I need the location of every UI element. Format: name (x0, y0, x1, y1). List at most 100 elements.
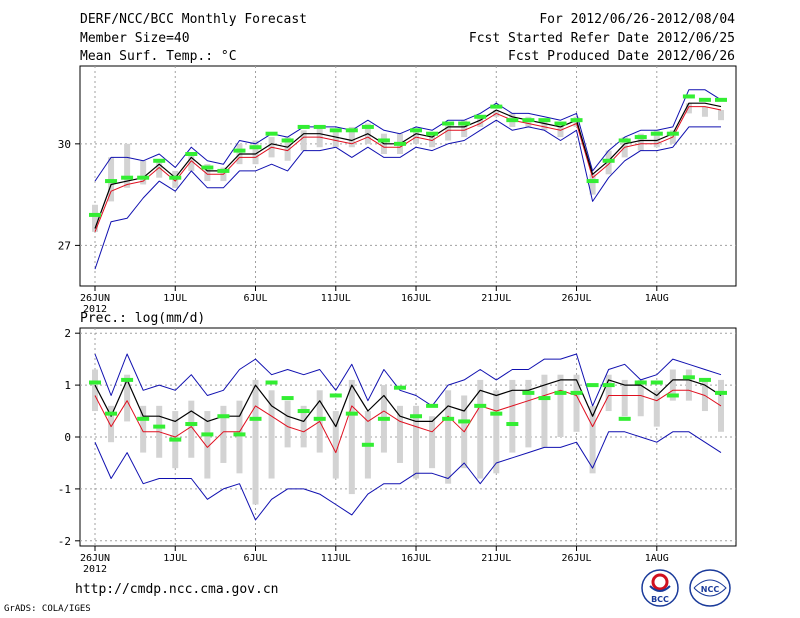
temp-green-marker (442, 121, 455, 126)
temp-green-marker (538, 118, 551, 123)
prec-ytick-label: -1 (58, 483, 71, 496)
temp-xtick-label: 16JUL (401, 293, 431, 304)
temp-ensemble-bar (718, 110, 724, 121)
prec-green-marker (410, 414, 423, 419)
prec-ensemble-bar (653, 390, 660, 427)
prec-year-label: 2012 (83, 564, 107, 575)
prec-ytick-label: -2 (58, 535, 71, 548)
prec-green-marker (377, 416, 390, 421)
prec-ensemble-bar (525, 379, 532, 448)
prec-green-marker (650, 380, 663, 385)
temp-ensemble-bar (589, 174, 596, 195)
temp-green-marker (586, 179, 599, 184)
prec-green-marker (554, 390, 567, 395)
prec-green-marker (201, 432, 214, 437)
prec-ensemble-bar (332, 411, 339, 479)
temp-xtick-label: 6JUL (243, 293, 267, 304)
website-url[interactable]: http://cmdp.ncc.cma.gov.cn (75, 582, 279, 597)
ncc-logo-text: NCC (701, 585, 720, 594)
temp-green-marker (249, 145, 262, 150)
temp-green-marker (618, 138, 631, 143)
temp-green-marker (393, 141, 406, 146)
prec-ensemble-bar (348, 379, 355, 495)
prec-ensemble-bar (429, 416, 436, 469)
temp-green-marker (490, 104, 503, 109)
temp-ensemble-bar (701, 106, 708, 117)
temp-green-marker (137, 175, 150, 180)
temp-ensemble-bar (140, 160, 147, 185)
prec-green-marker (137, 416, 150, 421)
forecast-period: For 2012/06/26-2012/08/04 (539, 12, 735, 27)
temp-ensemble-bar (284, 137, 291, 161)
temp-green-marker (666, 131, 679, 136)
temp-max-line (94, 89, 722, 182)
prec-green-marker (634, 380, 647, 385)
temp-ensemble-bar (300, 130, 307, 151)
prec-green-marker (666, 393, 679, 398)
temp-green-marker (169, 175, 182, 180)
prec-ensemble-bar (108, 405, 115, 443)
prec-ensemble-bar (637, 379, 644, 417)
temp-ytick-label: 30 (58, 138, 71, 151)
prec-green-marker (682, 375, 695, 380)
temp-green-marker (329, 128, 342, 133)
temp-green-marker (265, 131, 278, 136)
temp-ensemble-bar (252, 140, 259, 165)
prec-ytick-label: 2 (64, 327, 71, 340)
temp-green-marker (89, 212, 101, 217)
prec-ensemble-bar (188, 400, 195, 458)
temp-ensemble-bar (332, 130, 339, 148)
prec-ensemble-bar (557, 374, 564, 437)
prec-max-line (94, 353, 722, 407)
prec-min-line (94, 431, 722, 521)
prec-ensemble-bar (204, 411, 211, 479)
prec-xtick-label: 6JUL (243, 553, 267, 564)
bcc-logo-text: BCC (651, 595, 669, 604)
prec-ensemble-bar (140, 405, 147, 453)
prec-green-marker (570, 390, 583, 395)
temp-ensemble-bar (637, 133, 644, 151)
prec-xtick-label: 16JUL (401, 553, 431, 564)
prec-ensemble-bar (477, 379, 484, 479)
prec-xtick-label: 1JUL (163, 553, 187, 564)
prec-green-marker (715, 390, 727, 395)
prec-ensemble-bar (236, 400, 243, 474)
fcst-produced-date: Fcst Produced Date 2012/06/26 (508, 49, 735, 64)
prec-green-marker (249, 416, 262, 421)
prec-ytick-label: 1 (64, 379, 71, 392)
prec-green-marker (169, 437, 182, 442)
temp-mean-line (94, 102, 722, 229)
temp-ensemble-bar (188, 154, 195, 171)
temp-green-marker (185, 152, 198, 156)
prec-xtick-label: 1AUG (645, 553, 669, 564)
temp-ensemble-bar (124, 143, 131, 188)
prec-ensemble-bar (605, 374, 612, 412)
temp-green-marker (570, 118, 583, 123)
prec-green-marker (89, 380, 101, 385)
prec-ensemble-bar (300, 405, 307, 448)
prec-green-marker (105, 411, 118, 416)
prec-ytick-label: 0 (64, 431, 71, 444)
prec-green-marker (281, 396, 294, 401)
prec-ensemble-bar (541, 374, 548, 448)
prec-green-marker (233, 432, 246, 437)
temp-green-marker (522, 118, 535, 123)
prec-green-marker (442, 416, 455, 421)
prec-green-marker (426, 403, 439, 408)
temp-green-marker (715, 97, 727, 102)
temp-ensemble-bar (156, 160, 163, 178)
temp-xtick-label: 1JUL (163, 293, 187, 304)
prec-ensemble-bar (252, 379, 259, 505)
prec-mean-line (94, 379, 722, 428)
temp-green-marker (682, 94, 695, 99)
prec-ensemble-bar (92, 369, 98, 412)
prec-green-marker (265, 380, 278, 385)
prec-ensemble-bar (509, 379, 516, 453)
prec-green-marker (698, 377, 711, 382)
temp-median-line (94, 106, 722, 232)
prec-xtick-label: 26JUN (80, 553, 110, 564)
member-size: Member Size=40 (80, 31, 190, 46)
prec-green-marker (618, 416, 631, 421)
temp-ensemble-bar (461, 120, 468, 138)
